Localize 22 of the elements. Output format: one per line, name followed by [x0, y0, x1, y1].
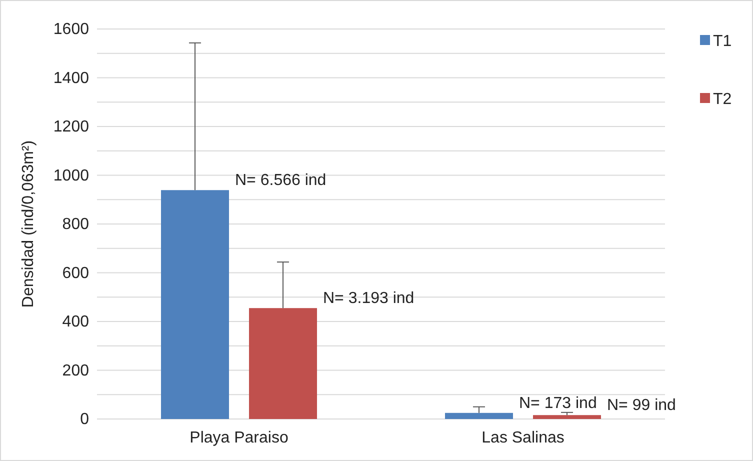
annotation: N= 6.566 ind [235, 172, 326, 190]
bar [533, 415, 601, 419]
annotation: N= 173 ind [519, 394, 597, 412]
y-tick-label: 1400 [53, 70, 90, 87]
y-axis-title: Densidad (ind/0,063m²) [20, 140, 37, 308]
y-tick-label: 200 [62, 362, 90, 380]
y-tick-label: 600 [62, 264, 90, 282]
y-tick-label: 1200 [53, 118, 90, 136]
x-tick-label: Las Salinas [482, 429, 564, 446]
legend-label: T1 [713, 33, 732, 50]
annotation: N= 99 ind [607, 397, 676, 414]
y-tick-label: 800 [62, 216, 90, 234]
annotation: N= 3.193 ind [323, 290, 414, 308]
bar [249, 308, 317, 419]
bar [445, 412, 513, 419]
x-tick-label: Playa Paraiso [190, 429, 288, 446]
y-tick-label: 1000 [53, 167, 90, 184]
y-tick-label: 0 [80, 411, 90, 428]
y-tick-label: 400 [62, 314, 90, 331]
bar [161, 190, 229, 419]
y-tick-label: 1600 [53, 21, 90, 38]
legend-label: T2 [713, 91, 732, 108]
